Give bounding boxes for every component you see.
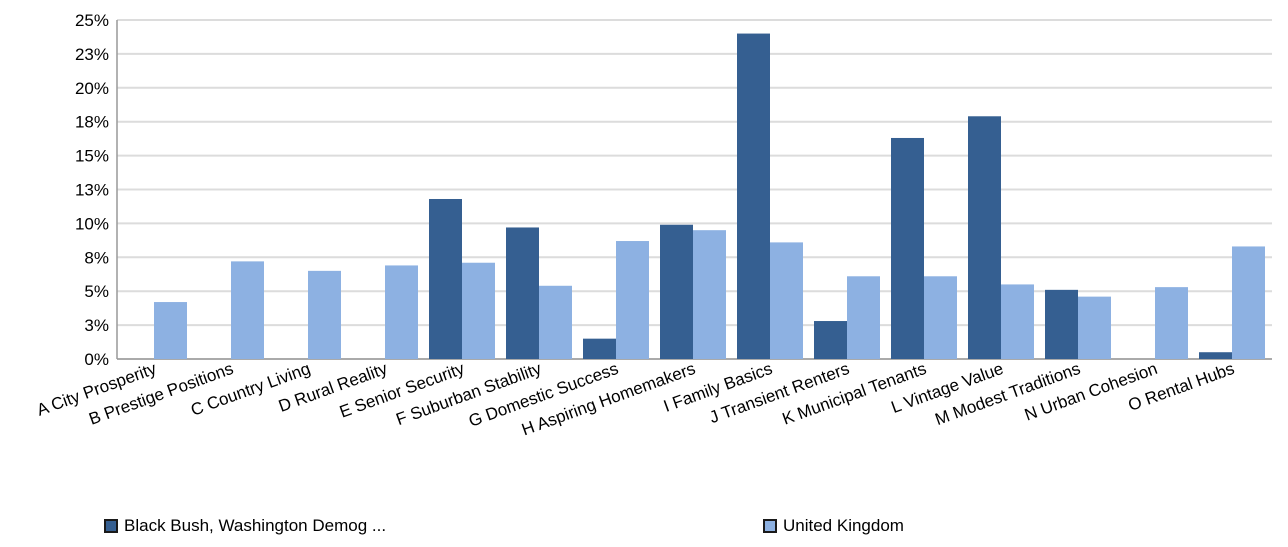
bar-series-2-5 — [539, 285, 572, 359]
y-tick-label: 0% — [84, 350, 109, 369]
legend-swatch-series-2 — [763, 519, 777, 533]
bar-series-2-2 — [308, 270, 341, 359]
bar-series-1-9 — [814, 321, 847, 359]
bar-series-2-3 — [385, 265, 418, 359]
y-tick-label: 5% — [84, 282, 109, 301]
bar-series-2-10 — [924, 276, 957, 359]
bar-series-2-12 — [1078, 296, 1111, 359]
bar-series-1-5 — [506, 227, 539, 359]
y-tick-label: 25% — [75, 11, 109, 30]
bar-series-2-14 — [1232, 246, 1265, 359]
bar-series-2-11 — [1001, 284, 1034, 359]
bar-series-1-8 — [737, 33, 770, 360]
bar-series-1-10 — [891, 137, 924, 359]
bar-series-2-8 — [770, 242, 803, 359]
bar-series-2-0 — [154, 302, 187, 359]
bar-series-1-14 — [1199, 352, 1232, 359]
y-tick-label: 10% — [75, 214, 109, 233]
legend-label-series-2: United Kingdom — [783, 516, 904, 535]
y-tick-label: 8% — [84, 248, 109, 267]
bar-series-2-7 — [693, 230, 726, 359]
legend-item-series-2: United Kingdom — [763, 516, 904, 536]
y-tick-label: 3% — [84, 316, 109, 335]
bar-series-1-6 — [583, 338, 616, 359]
legend-label-series-1: Black Bush, Washington Demog ... — [124, 516, 387, 535]
y-tick-label: 13% — [75, 181, 109, 200]
bar-series-1-11 — [968, 116, 1001, 359]
bar-series-2-1 — [231, 261, 264, 359]
bar-series-1-4 — [429, 198, 462, 359]
y-tick-label: 18% — [75, 113, 109, 132]
bar-series-2-9 — [847, 276, 880, 359]
y-tick-label: 20% — [75, 79, 109, 98]
bar-series-1-12 — [1045, 289, 1078, 359]
bar-series-1-7 — [660, 224, 693, 359]
bar-series-2-6 — [616, 241, 649, 359]
bar-series-2-4 — [462, 262, 495, 359]
legend-swatch-series-1 — [104, 519, 118, 533]
bar-series-2-13 — [1155, 287, 1188, 359]
legend-item-series-1: Black Bush, Washington Demog ... — [104, 516, 386, 536]
y-tick-label: 15% — [75, 147, 109, 166]
y-tick-label: 23% — [75, 45, 109, 64]
